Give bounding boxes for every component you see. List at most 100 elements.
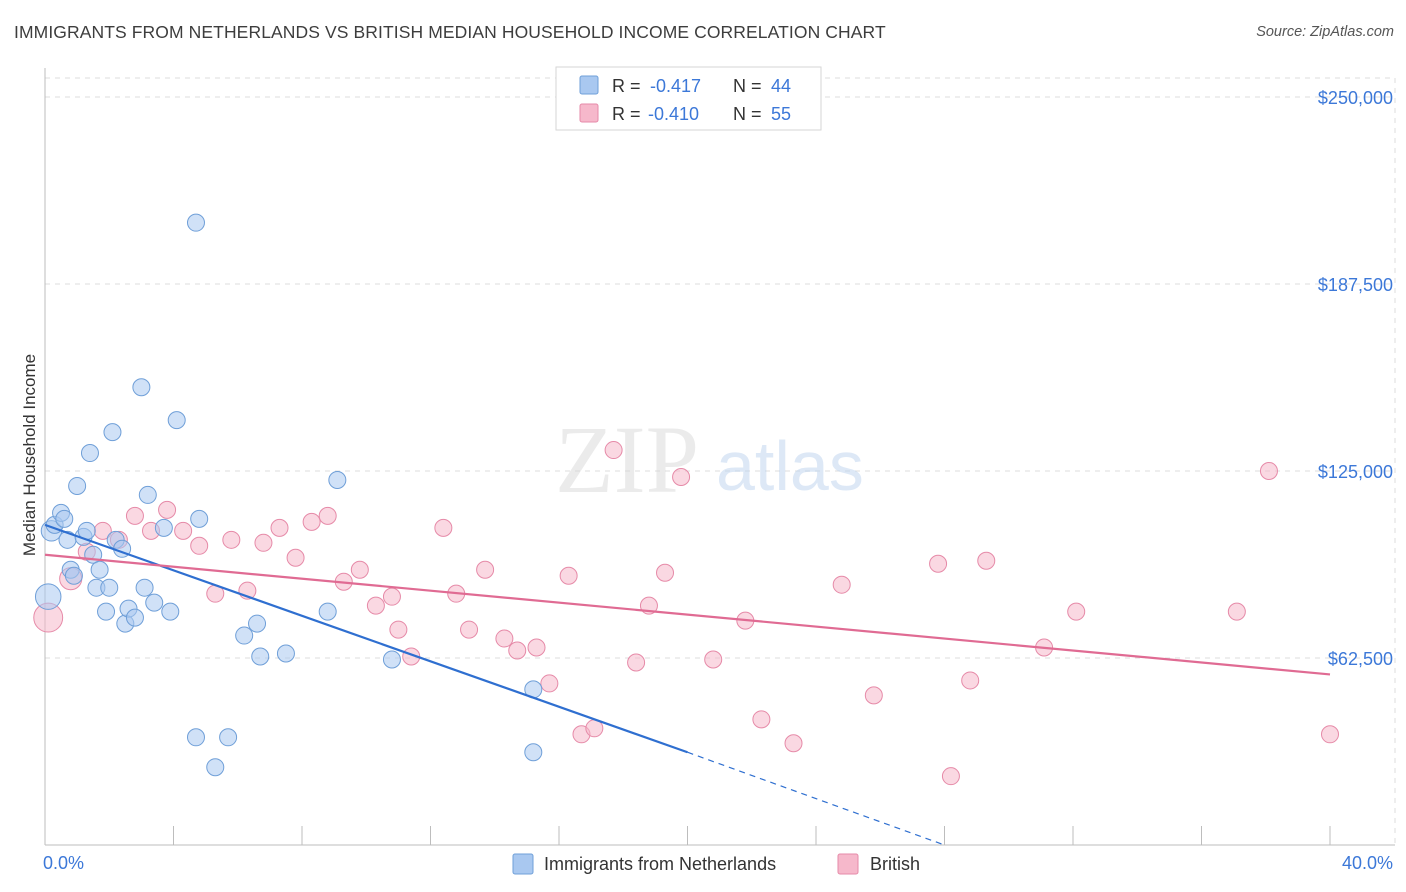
netherlands-point-37 (251, 647, 270, 666)
british-point-27 (476, 560, 495, 579)
british-point-36 (627, 653, 646, 672)
british-point-54 (1321, 725, 1339, 744)
british-point-17 (318, 506, 337, 525)
chart-title: IMMIGRANTS FROM NETHERLANDS VS BRITISH M… (14, 22, 886, 42)
british-point-9 (190, 536, 209, 555)
legend-box (555, 66, 822, 131)
source-label: Source: ZipAtlas.com (1256, 24, 1394, 40)
netherlands-point-26 (145, 593, 164, 612)
british-point-46 (929, 554, 948, 573)
axes (44, 68, 1395, 846)
british-points (33, 441, 1339, 786)
netherlands-point-11 (80, 444, 99, 463)
netherlands-point-4 (55, 509, 74, 528)
legend-n-label-2: N = (733, 104, 762, 124)
netherlands-point-40 (328, 470, 347, 489)
british-point-21 (382, 587, 401, 606)
legend-n-label-1: N = (733, 76, 762, 96)
netherlands-point-15 (97, 602, 116, 621)
british-point-44 (832, 575, 851, 594)
british-point-13 (254, 533, 273, 552)
british-point-15 (286, 548, 305, 567)
legend-r-value-1: -0.417 (650, 76, 701, 96)
british-point-53 (1259, 462, 1278, 480)
netherlands-point-39 (318, 602, 337, 621)
y-tick-label-3: $250,000 (1318, 88, 1393, 108)
legend-n-value-1: 44 (771, 76, 791, 96)
series-legend: Immigrants from Netherlands British (512, 853, 920, 875)
legend-swatch-pink (579, 103, 599, 123)
british-point-49 (977, 551, 996, 570)
netherlands-point-30 (186, 213, 205, 232)
british-point-43 (784, 734, 803, 753)
british-point-38 (656, 563, 675, 582)
netherlands-point-24 (135, 578, 154, 597)
netherlands-point-8 (68, 476, 87, 495)
legend-bottom-swatch-pink (837, 853, 859, 875)
british-point-20 (366, 596, 385, 615)
legend-bottom-swatch-blue (512, 853, 534, 875)
netherlands-point-28 (161, 602, 180, 621)
british-point-48 (961, 671, 980, 690)
british-trend-line (44, 553, 1331, 676)
netherlands-trend-line (44, 523, 688, 754)
netherlands-point-35 (235, 626, 254, 645)
netherlands-point-34 (219, 728, 238, 747)
netherlands-point-36 (248, 614, 267, 633)
british-point-19 (350, 560, 369, 579)
netherlands-point-23 (132, 378, 151, 397)
netherlands-point-16 (100, 578, 119, 597)
legend-bottom-label-british: British (870, 854, 920, 874)
british-point-7 (158, 500, 177, 519)
british-point-40 (704, 650, 723, 669)
y-tick-label-2: $187,500 (1318, 275, 1393, 295)
y-tick-label-0: $62,500 (1328, 649, 1393, 669)
british-point-42 (752, 710, 771, 729)
british-point-28 (495, 629, 514, 648)
netherlands-point-43 (524, 743, 543, 762)
british-point-5 (125, 506, 144, 525)
netherlands-point-25 (138, 485, 157, 504)
netherlands-point-22 (125, 608, 144, 627)
x-tick-label-0: 0.0% (43, 853, 84, 873)
correlation-legend: R = -0.417 N = 44 R = -0.410 N = 55 (555, 66, 822, 131)
british-point-35 (604, 441, 623, 460)
british-point-39 (672, 467, 691, 486)
british-point-30 (527, 638, 546, 657)
british-point-14 (270, 518, 289, 537)
watermark-zip: ZIP (555, 406, 699, 513)
netherlands-point-14 (90, 560, 109, 579)
british-point-16 (302, 512, 321, 531)
british-point-47 (941, 767, 960, 786)
legend-r-label-2: R = (612, 104, 641, 124)
tick-labels: $62,500 $125,000 $187,500 $250,000 0.0% 40.0% (43, 88, 1393, 873)
british-point-11 (222, 530, 241, 549)
netherlands-point-33 (206, 758, 225, 777)
legend-n-value-2: 55 (771, 104, 791, 124)
netherlands-point-41 (382, 650, 401, 669)
watermark: ZIP atlas (555, 406, 864, 513)
british-point-31 (540, 674, 559, 693)
british-point-32 (559, 566, 578, 585)
british-point-24 (434, 518, 453, 537)
y-tick-label-1: $125,000 (1318, 462, 1393, 482)
british-point-45 (864, 686, 883, 705)
legend-bottom-label-netherlands: Immigrants from Netherlands (544, 854, 776, 874)
netherlands-point-29 (167, 411, 186, 430)
legend-r-label-1: R = (612, 76, 641, 96)
netherlands-point-32 (186, 728, 205, 747)
trend-lines (44, 523, 1331, 846)
y-axis-title: Median Household Income (20, 354, 39, 556)
netherlands-point-38 (276, 644, 295, 663)
british-point-22 (389, 620, 408, 639)
netherlands-point-31 (190, 509, 209, 528)
legend-r-value-2: -0.410 (648, 104, 699, 124)
watermark-atlas: atlas (716, 427, 864, 505)
netherlands-point-7 (64, 566, 83, 585)
legend-swatch-blue (579, 75, 599, 95)
netherlands-point-27 (154, 518, 173, 537)
british-point-29 (508, 641, 527, 660)
netherlands-points (34, 213, 543, 777)
netherlands-trend-extension (687, 751, 945, 846)
